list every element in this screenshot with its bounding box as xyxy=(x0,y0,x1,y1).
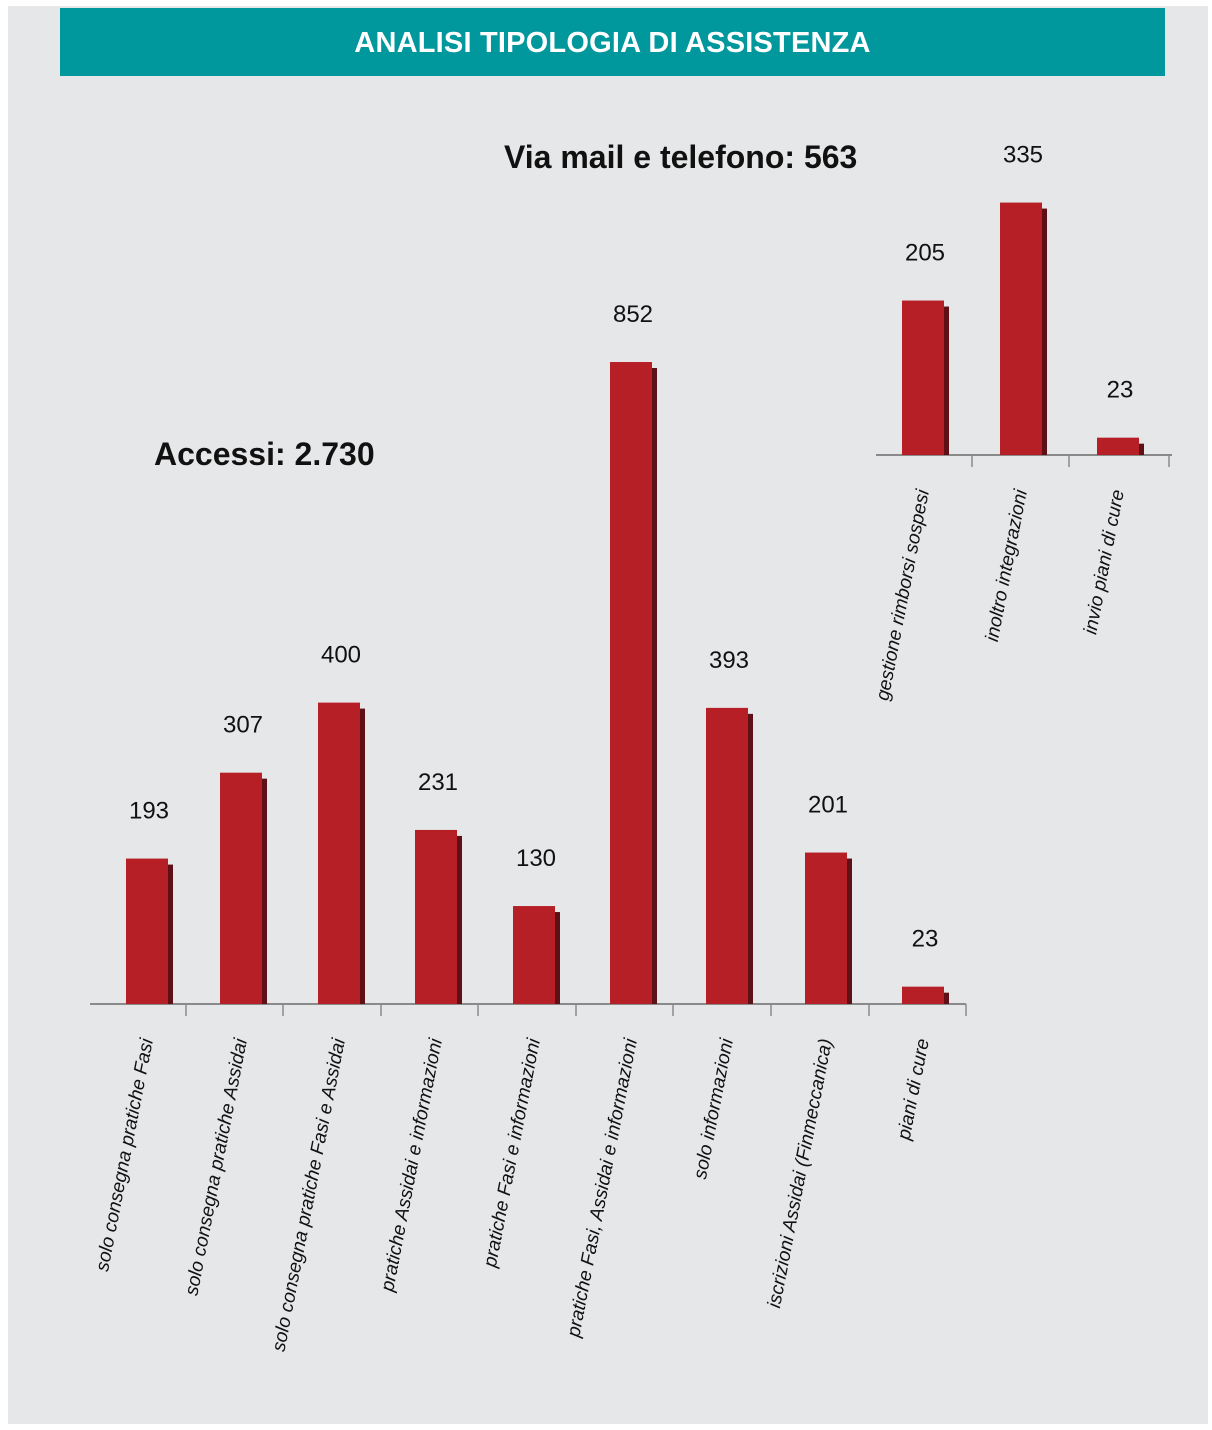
category-label: pratiche Assidai e informazioni xyxy=(377,1036,447,1294)
data-label: 400 xyxy=(321,642,361,669)
bar xyxy=(415,829,457,1004)
bar xyxy=(902,986,944,1004)
chart-accessi: Accessi: 2.730 193 solo consegna pratiche… xyxy=(90,301,967,1353)
data-label: 205 xyxy=(905,240,945,267)
data-label: 193 xyxy=(129,798,169,825)
data-label: 23 xyxy=(1107,377,1134,404)
data-label: 201 xyxy=(808,792,848,819)
page-title: ANALISI TIPOLOGIA DI ASSISTENZA xyxy=(354,27,871,59)
category-label: iscrizioni Assidai (Finmeccanica) xyxy=(764,1037,837,1310)
chart-mail-telefono: Via mail e telefono: 563 205 gestione rim… xyxy=(504,139,1172,702)
bar xyxy=(1000,202,1042,455)
data-label: 130 xyxy=(516,845,556,872)
category-label: solo informazioni xyxy=(690,1036,738,1181)
bar xyxy=(318,702,360,1004)
bar xyxy=(1097,437,1139,455)
category-label: solo consegna pratiche Assidai xyxy=(181,1036,252,1297)
bar xyxy=(805,852,847,1004)
data-label: 307 xyxy=(223,712,263,739)
bar xyxy=(513,906,555,1004)
data-label: 335 xyxy=(1003,142,1043,169)
data-label: 393 xyxy=(709,647,749,674)
header-bar: ANALISI TIPOLOGIA DI ASSISTENZA xyxy=(60,8,1165,76)
bar xyxy=(220,772,262,1004)
category-label: inoltro integrazioni xyxy=(982,487,1032,643)
chart-title-mail-telefono: Via mail e telefono: 563 xyxy=(504,139,857,175)
bar xyxy=(610,362,652,1004)
data-label: 231 xyxy=(418,769,458,796)
category-label: gestione rimborsi sospesi xyxy=(872,487,934,702)
chart-title-accessi: Accessi: 2.730 xyxy=(154,436,375,472)
bar xyxy=(706,707,748,1004)
category-label: solo consegna pratiche Fasi xyxy=(92,1036,158,1273)
category-label: pratiche Fasi, Assidai e informazioni xyxy=(563,1036,642,1340)
category-label: pratiche Fasi e informazioni xyxy=(480,1036,545,1270)
category-label: invio piani di cure xyxy=(1080,488,1129,636)
bar xyxy=(126,858,168,1004)
category-label: solo consegna pratiche Fasi e Assidai xyxy=(269,1036,350,1353)
category-label: piani di cure xyxy=(894,1037,934,1143)
bar xyxy=(902,300,944,455)
data-label: 23 xyxy=(912,926,939,953)
data-label: 852 xyxy=(613,301,653,328)
